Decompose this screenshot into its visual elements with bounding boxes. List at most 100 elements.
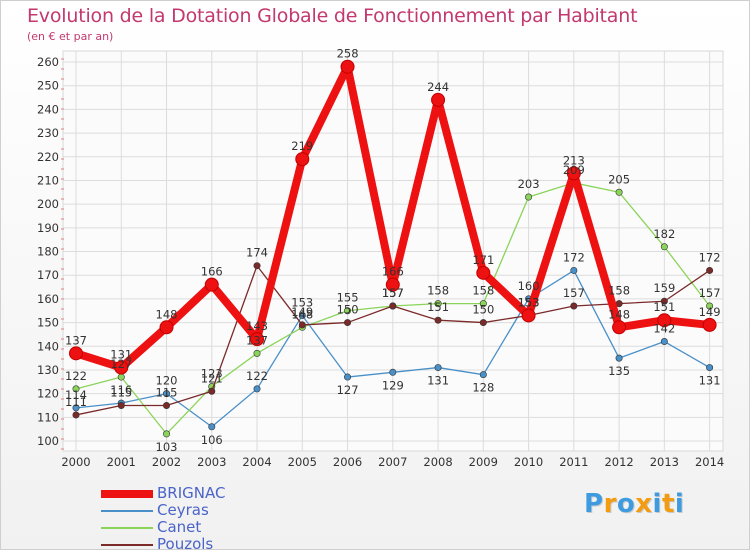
legend-swatch (101, 489, 153, 498)
data-label-pouzols: 121 (201, 371, 223, 385)
legend-label: BRIGNAC (157, 484, 226, 502)
data-label-brignac: 149 (699, 305, 721, 319)
proxiti-logo: Proxiti (584, 489, 685, 519)
data-label-brignac: 143 (246, 319, 268, 333)
data-point-ceyras (570, 266, 578, 274)
data-point-pouzols (434, 316, 442, 324)
data-label-brignac: 244 (427, 80, 449, 94)
data-point-canet (479, 300, 487, 308)
data-label-canet: 182 (653, 227, 675, 241)
y-tick-label: 170 (37, 268, 59, 282)
legend-item-canet: Canet (101, 519, 225, 536)
data-point-pouzols (344, 319, 352, 327)
x-tick-label: 2013 (650, 455, 679, 469)
data-label-pouzols: 115 (110, 385, 132, 399)
x-tick-label: 2010 (514, 455, 543, 469)
data-point-canet (117, 373, 125, 381)
data-label-brignac: 166 (201, 265, 223, 279)
data-label-canet: 123 (201, 367, 223, 381)
chart-legend: BRIGNAC Ceyras Canet Pouzols (101, 485, 225, 553)
data-label-canet: 158 (472, 284, 494, 298)
data-point-canet (615, 188, 623, 196)
y-tick-label: 220 (37, 150, 59, 164)
legend-label: Ceyras (157, 501, 209, 519)
y-tick-label: 160 (37, 292, 59, 306)
x-tick-label: 2007 (378, 455, 407, 469)
x-tick-label: 2011 (559, 455, 588, 469)
data-point-ceyras (253, 385, 261, 393)
data-label-ceyras: 116 (110, 383, 132, 397)
data-label-ceyras: 153 (291, 295, 313, 309)
x-tick-label: 2003 (197, 455, 226, 469)
legend-swatch (101, 543, 153, 546)
y-tick-label: 150 (37, 316, 59, 330)
data-point-pouzols (253, 262, 261, 270)
data-point-canet (660, 243, 668, 251)
x-tick-label: 2009 (469, 455, 498, 469)
data-label-ceyras: 127 (337, 383, 359, 397)
y-tick-label: 180 (37, 245, 59, 259)
data-point-pouzols (660, 297, 668, 305)
chart-title: Evolution de la Dotation Globale de Fonc… (27, 5, 638, 27)
data-label-brignac: 148 (156, 307, 178, 321)
data-label-pouzols: 149 (291, 305, 313, 319)
data-label-canet: 137 (246, 333, 268, 347)
legend-item-ceyras: Ceyras (101, 502, 225, 519)
data-point-pouzols (706, 266, 714, 274)
data-label-brignac: 148 (608, 307, 630, 321)
x-tick-label: 2014 (695, 455, 724, 469)
y-tick-label: 140 (37, 339, 59, 353)
data-point-brignac (476, 265, 491, 280)
data-point-brignac (340, 59, 355, 74)
data-point-brignac (566, 166, 581, 181)
y-tick-label: 100 (37, 434, 59, 448)
data-label-brignac: 137 (65, 333, 87, 347)
legend-item-pouzols: Pouzols (101, 536, 225, 553)
data-point-brignac (612, 320, 627, 335)
x-tick-label: 2000 (61, 455, 90, 469)
data-point-canet (434, 300, 442, 308)
legend-label: Pouzols (157, 535, 214, 553)
data-label-ceyras: 172 (563, 250, 585, 264)
data-point-brignac (204, 277, 219, 292)
data-point-ceyras (72, 404, 80, 412)
legend-label: Canet (157, 518, 202, 536)
data-point-brignac (702, 317, 717, 332)
data-point-ceyras (706, 364, 714, 372)
data-point-ceyras (163, 390, 171, 398)
data-point-pouzols (72, 411, 80, 419)
data-label-pouzols: 157 (382, 286, 404, 300)
data-label-pouzols: 159 (653, 281, 675, 295)
data-label-pouzols: 158 (608, 284, 630, 298)
data-label-ceyras: 131 (699, 374, 721, 388)
data-label-pouzols: 115 (156, 385, 178, 399)
data-label-brignac: 166 (382, 265, 404, 279)
data-point-ceyras (615, 354, 623, 362)
data-label-brignac: 171 (472, 253, 494, 267)
data-label-pouzols: 172 (699, 250, 721, 264)
data-label-ceyras: 129 (382, 378, 404, 392)
data-label-canet: 148 (291, 307, 313, 321)
data-label-ceyras: 122 (246, 369, 268, 383)
data-point-brignac (250, 332, 265, 347)
data-point-ceyras (344, 373, 352, 381)
x-tick-label: 2006 (333, 455, 362, 469)
data-point-pouzols (163, 401, 171, 409)
data-point-brignac (69, 346, 83, 361)
y-tick-label: 200 (37, 197, 59, 211)
y-tick-label: 260 (37, 55, 59, 69)
data-label-ceyras: 120 (156, 374, 178, 388)
data-label-canet: 158 (427, 284, 449, 298)
data-point-brignac (657, 313, 672, 328)
data-point-pouzols (479, 319, 487, 327)
data-label-ceyras: 114 (65, 388, 87, 402)
x-tick-label: 2004 (242, 455, 271, 469)
data-point-pouzols (570, 302, 578, 310)
data-point-pouzols (208, 387, 216, 395)
data-label-brignac: 213 (563, 153, 585, 167)
data-label-canet: 122 (65, 369, 87, 383)
data-point-canet (253, 349, 261, 357)
data-label-canet: 155 (337, 291, 359, 305)
